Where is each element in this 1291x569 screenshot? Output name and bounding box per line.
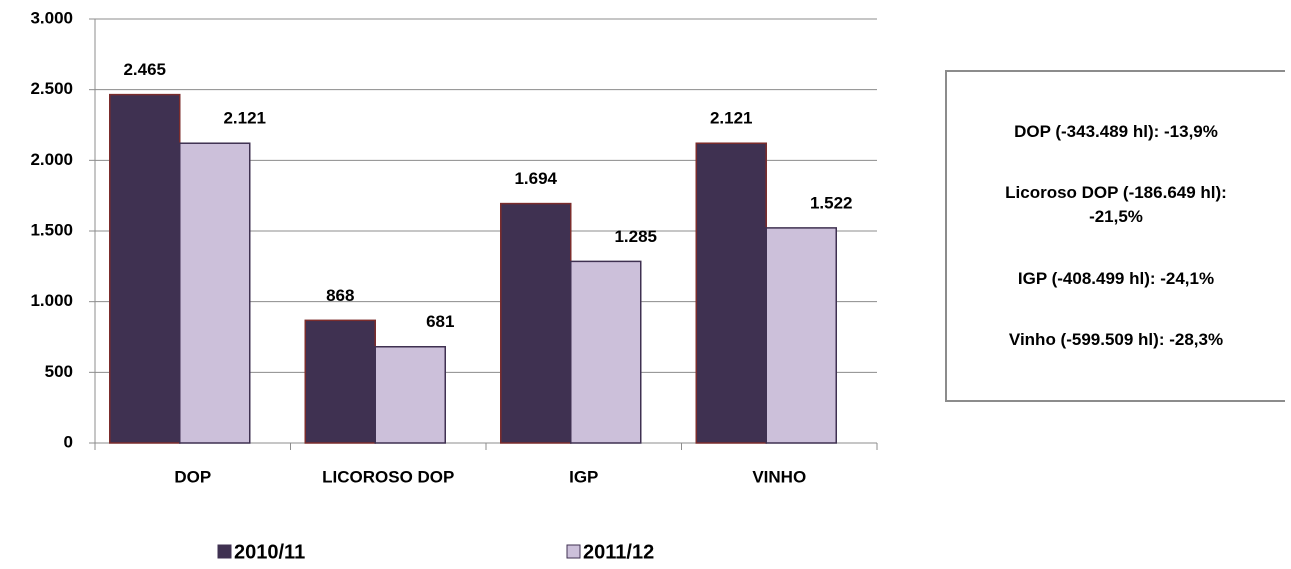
legend-swatch [566, 544, 581, 559]
y-tick-label: 2.000 [30, 150, 73, 169]
annotation-box: DOP (-343.489 hl): -13,9% Licoroso DOP (-… [945, 70, 1285, 402]
bar [304, 319, 376, 444]
data-label: 1.285 [614, 227, 657, 246]
annotation: IGP (-408.499 hl): -24,1% [1017, 268, 1215, 288]
y-tick-label: 500 [45, 362, 73, 381]
y-tick-label: 2.500 [30, 79, 73, 98]
y-tick-label: 3.000 [30, 8, 73, 27]
y-tick-label: 0 [64, 432, 73, 451]
x-tick-label: DOP [174, 467, 211, 486]
data-label: 2.121 [223, 109, 266, 128]
bar [500, 202, 572, 444]
bar [570, 260, 642, 444]
data-label: 2.465 [123, 60, 166, 79]
legend-label: 2010/11 [234, 541, 305, 563]
x-tick-label: IGP [569, 467, 598, 486]
annotation: DOP (-343.489 hl): -13,9% [1014, 121, 1218, 141]
data-label: 1.694 [514, 169, 557, 188]
bar [374, 346, 446, 444]
bar [765, 227, 837, 444]
bar [109, 93, 181, 444]
data-label: 681 [426, 312, 454, 331]
x-tick-label: LICOROSO DOP [322, 467, 454, 486]
bar [179, 142, 251, 444]
annotation: Licoroso DOP (-186.649 hl): -21,5% [1005, 183, 1227, 227]
legend-swatch [217, 544, 232, 559]
chart: 0 500 1.000 1.500 2.000 2.500 3.000 DOP 2.465 2.1… [30, 8, 878, 563]
x-tick-label: VINHO [752, 467, 806, 486]
legend-label: 2011/12 [583, 541, 654, 563]
data-label: 1.522 [810, 193, 853, 212]
annotation: Vinho (-599.509 hl): -28,3% [1008, 330, 1224, 350]
data-label: 868 [326, 286, 354, 305]
data-label: 2.121 [710, 109, 753, 128]
y-tick-label: 1.000 [30, 291, 73, 310]
y-tick-label: 1.500 [30, 220, 73, 239]
bar [695, 142, 767, 444]
